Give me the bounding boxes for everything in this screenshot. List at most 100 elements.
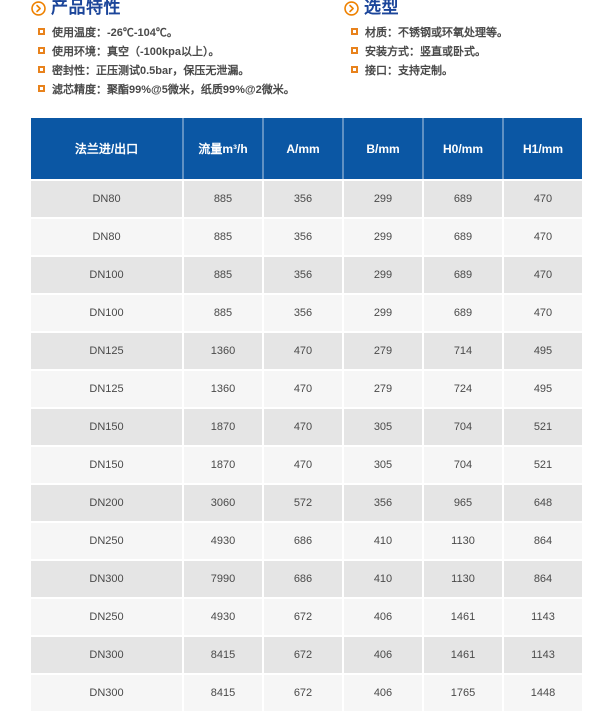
- flange-spec-table: 法兰进/出口 流量m³/h A/mm B/mm H0/mm H1/mm DN80…: [31, 118, 582, 711]
- selection-header: 选型: [344, 0, 584, 17]
- selection-list-item: 接口：支持定制。: [351, 60, 584, 79]
- cell-b-mm: 299: [342, 255, 422, 293]
- cell-flow-rate: 1870: [182, 445, 262, 483]
- cell-b-mm: 279: [342, 331, 422, 369]
- table-row: DN300 7990 686 410 1130 864: [31, 559, 582, 597]
- table-row: DN300 8415 672 406 1461 1143: [31, 635, 582, 673]
- cell-a-mm: 356: [262, 179, 342, 217]
- cell-h0-mm: 704: [422, 407, 502, 445]
- feature-list-item: 使用环境：真空（-100kpa以上）。: [38, 41, 331, 60]
- cell-flow-rate: 8415: [182, 635, 262, 673]
- cell-h1-mm: 864: [502, 521, 582, 559]
- square-bullet-icon: [351, 66, 358, 73]
- cell-flow-rate: 3060: [182, 483, 262, 521]
- cell-h0-mm: 1461: [422, 597, 502, 635]
- cell-h1-mm: 470: [502, 255, 582, 293]
- feature-list-item: 密封性：正压测试0.5bar，保压无泄漏。: [38, 60, 331, 79]
- cell-b-mm: 299: [342, 293, 422, 331]
- table-row: DN300 8415 672 406 1765 1448: [31, 673, 582, 711]
- cell-h1-mm: 495: [502, 369, 582, 407]
- cell-flange-size: DN300: [31, 635, 182, 673]
- cell-a-mm: 470: [262, 331, 342, 369]
- cell-b-mm: 406: [342, 597, 422, 635]
- cell-b-mm: 410: [342, 521, 422, 559]
- table-header-row: 法兰进/出口 流量m³/h A/mm B/mm H0/mm H1/mm: [31, 118, 582, 179]
- table-row: DN100 885 356 299 689 470: [31, 293, 582, 331]
- cell-h1-mm: 1143: [502, 635, 582, 673]
- cell-h1-mm: 1143: [502, 597, 582, 635]
- cell-h1-mm: 1448: [502, 673, 582, 711]
- column-header: 法兰进/出口: [31, 118, 182, 179]
- square-bullet-icon: [351, 28, 358, 35]
- table-row: DN250 4930 686 410 1130 864: [31, 521, 582, 559]
- cell-b-mm: 356: [342, 483, 422, 521]
- cell-h0-mm: 689: [422, 217, 502, 255]
- selection-item-text: 接口：支持定制。: [365, 64, 453, 77]
- cell-h0-mm: 704: [422, 445, 502, 483]
- cell-a-mm: 672: [262, 597, 342, 635]
- cell-h0-mm: 689: [422, 255, 502, 293]
- cell-h0-mm: 724: [422, 369, 502, 407]
- column-header: H0/mm: [422, 118, 502, 179]
- cell-b-mm: 406: [342, 635, 422, 673]
- cell-flange-size: DN150: [31, 445, 182, 483]
- cell-h0-mm: 1461: [422, 635, 502, 673]
- table-row: DN250 4930 672 406 1461 1143: [31, 597, 582, 635]
- selection-list-item: 材质：不锈钢或环氧处理等。: [351, 22, 584, 41]
- cell-flow-rate: 7990: [182, 559, 262, 597]
- cell-h1-mm: 470: [502, 293, 582, 331]
- cell-b-mm: 410: [342, 559, 422, 597]
- selection-section: 选型 材质：不锈钢或环氧处理等。 安装方式：竖直或卧式。 接口：支持定制。: [344, 0, 584, 79]
- cell-h1-mm: 521: [502, 407, 582, 445]
- column-header: H1/mm: [502, 118, 582, 179]
- square-bullet-icon: [38, 47, 45, 54]
- cell-a-mm: 470: [262, 369, 342, 407]
- cell-h0-mm: 714: [422, 331, 502, 369]
- features-header: 产品特性: [31, 0, 331, 17]
- cell-a-mm: 356: [262, 217, 342, 255]
- cell-flow-rate: 8415: [182, 673, 262, 711]
- features-list: 使用温度：-26℃-104℃。 使用环境：真空（-100kpa以上）。 密封性：…: [31, 22, 331, 98]
- selection-list-item: 安装方式：竖直或卧式。: [351, 41, 584, 60]
- cell-flange-size: DN125: [31, 369, 182, 407]
- feature-item-text: 使用温度：-26℃-104℃。: [52, 26, 178, 39]
- cell-h1-mm: 521: [502, 445, 582, 483]
- cell-flange-size: DN125: [31, 331, 182, 369]
- table-row: DN100 885 356 299 689 470: [31, 255, 582, 293]
- selection-title: 选型: [364, 0, 399, 17]
- cell-a-mm: 470: [262, 445, 342, 483]
- chevron-right-circle-icon: [31, 0, 46, 16]
- cell-flange-size: DN250: [31, 597, 182, 635]
- cell-flange-size: DN150: [31, 407, 182, 445]
- cell-flange-size: DN200: [31, 483, 182, 521]
- cell-a-mm: 356: [262, 255, 342, 293]
- cell-h0-mm: 689: [422, 293, 502, 331]
- cell-a-mm: 470: [262, 407, 342, 445]
- cell-h1-mm: 470: [502, 217, 582, 255]
- cell-flow-rate: 885: [182, 293, 262, 331]
- cell-b-mm: 305: [342, 407, 422, 445]
- table-row: DN125 1360 470 279 714 495: [31, 331, 582, 369]
- cell-flow-rate: 885: [182, 255, 262, 293]
- table-row: DN125 1360 470 279 724 495: [31, 369, 582, 407]
- feature-item-text: 使用环境：真空（-100kpa以上）。: [52, 45, 220, 58]
- square-bullet-icon: [351, 47, 358, 54]
- chevron-right-circle-icon: [344, 0, 359, 16]
- selection-item-text: 安装方式：竖直或卧式。: [365, 45, 486, 58]
- column-header: A/mm: [262, 118, 342, 179]
- cell-flange-size: DN80: [31, 217, 182, 255]
- cell-flange-size: DN300: [31, 673, 182, 711]
- cell-b-mm: 299: [342, 179, 422, 217]
- cell-flow-rate: 1360: [182, 369, 262, 407]
- cell-h1-mm: 470: [502, 179, 582, 217]
- cell-a-mm: 686: [262, 521, 342, 559]
- table-row: DN150 1870 470 305 704 521: [31, 445, 582, 483]
- cell-a-mm: 356: [262, 293, 342, 331]
- cell-a-mm: 672: [262, 673, 342, 711]
- cell-flange-size: DN100: [31, 255, 182, 293]
- cell-h0-mm: 1765: [422, 673, 502, 711]
- features-title: 产品特性: [51, 0, 121, 17]
- features-section: 产品特性 使用温度：-26℃-104℃。 使用环境：真空（-100kpa以上）。…: [31, 0, 331, 98]
- cell-b-mm: 279: [342, 369, 422, 407]
- square-bullet-icon: [38, 66, 45, 73]
